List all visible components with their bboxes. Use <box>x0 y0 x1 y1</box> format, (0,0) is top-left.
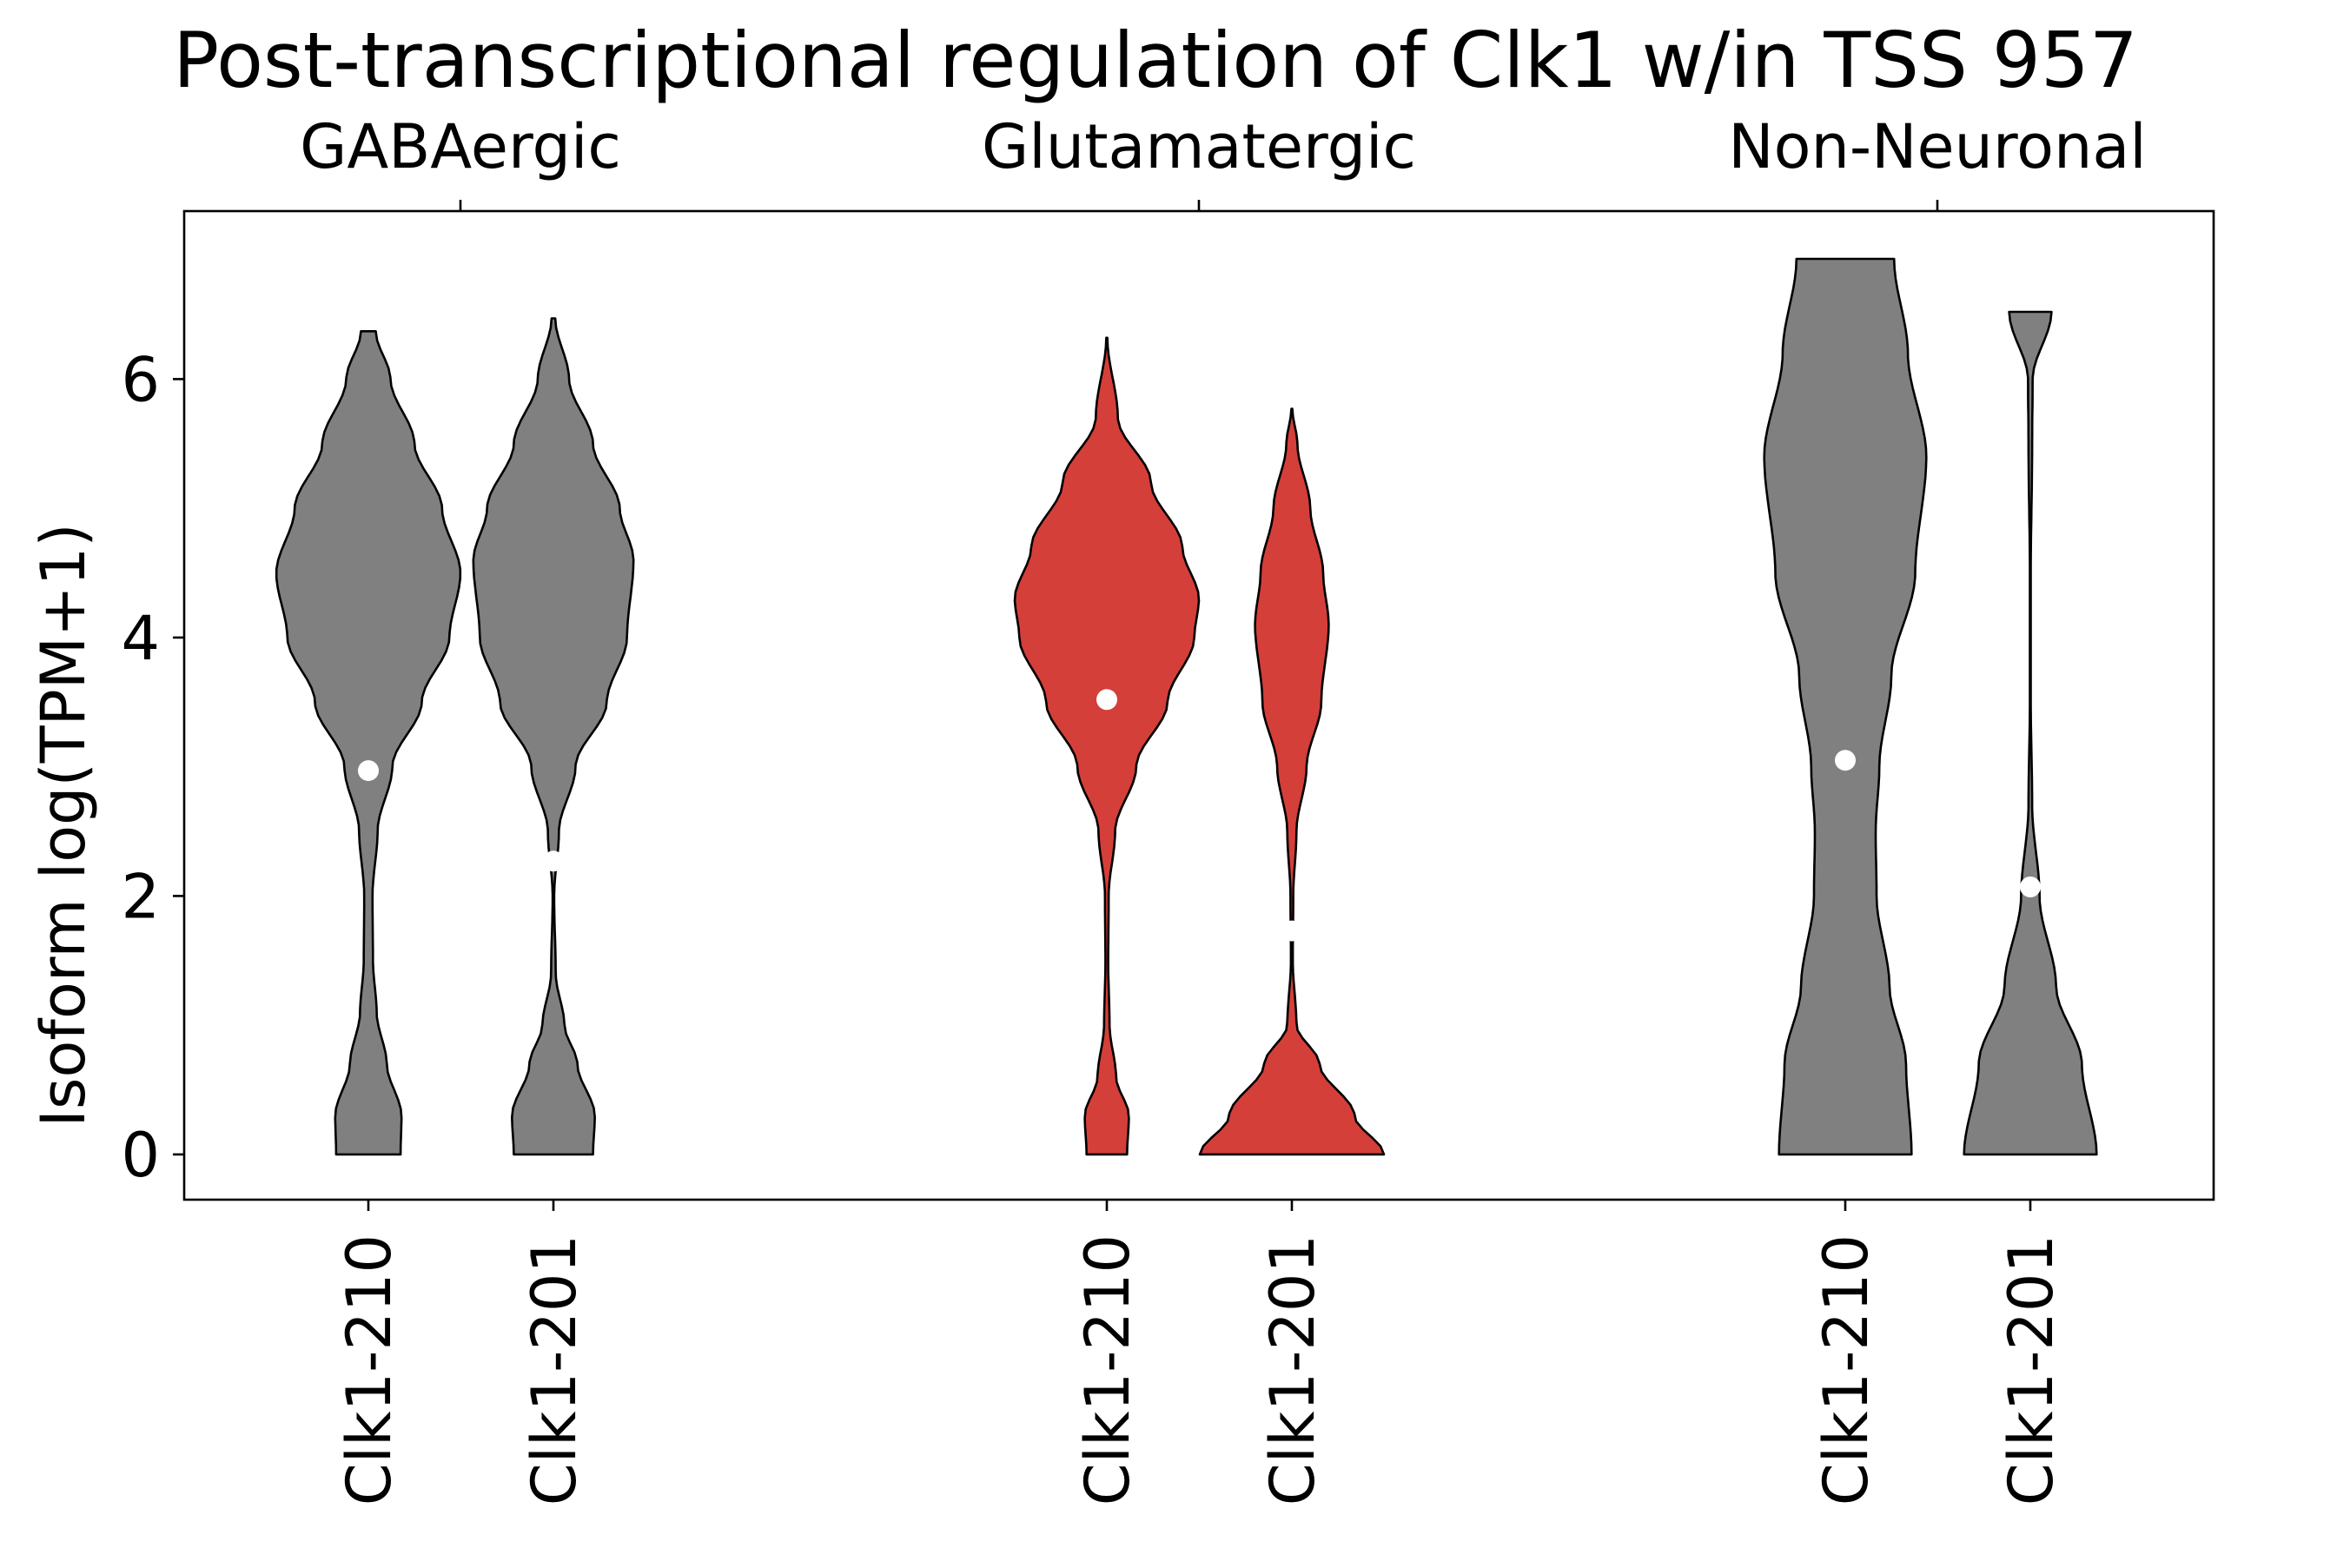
axes-layer: 0 2 4 6 Clk1-210 Clk1-201 Clk1-210 Clk1-201 Clk1… <box>121 111 2215 1505</box>
violin-5 <box>1763 257 1928 1156</box>
violin-3 <box>1013 336 1201 1156</box>
violin-4 <box>1198 407 1386 1156</box>
median-dot-1 <box>358 760 379 782</box>
x-tick-label: Clk1-210 <box>1072 1234 1143 1505</box>
violin-1 <box>275 330 462 1156</box>
median-dot-2 <box>543 850 564 872</box>
chart-title: Post-transcriptional regulation of Clk1 … <box>173 16 2138 105</box>
x-tick-label: Clk1-201 <box>1996 1234 2067 1505</box>
y-tick-label: 4 <box>121 603 160 674</box>
x-tick-label: Clk1-210 <box>1811 1234 1882 1505</box>
group-label: Glutamatergic <box>982 111 1416 182</box>
group-label: GABAergic <box>300 111 621 182</box>
group-label: Non-Neuronal <box>1728 111 2146 182</box>
violin-6 <box>1963 310 2098 1156</box>
y-tick-label: 2 <box>121 861 160 932</box>
median-dot-5 <box>1835 750 1856 771</box>
median-dot-6 <box>2020 877 2041 897</box>
x-tick-label: Clk1-201 <box>1257 1234 1328 1505</box>
x-tick-label: Clk1-201 <box>519 1234 590 1505</box>
median-dot-3 <box>1096 689 1117 711</box>
y-tick-label: 0 <box>121 1120 160 1191</box>
y-tick-label: 6 <box>121 344 160 415</box>
y-axis-label: Isoform log(TPM+1) <box>28 523 99 1127</box>
x-tick-label: Clk1-210 <box>334 1234 405 1505</box>
violin-2 <box>472 317 635 1156</box>
violins-layer <box>275 257 2098 1156</box>
median-dot-4 <box>1281 920 1302 942</box>
